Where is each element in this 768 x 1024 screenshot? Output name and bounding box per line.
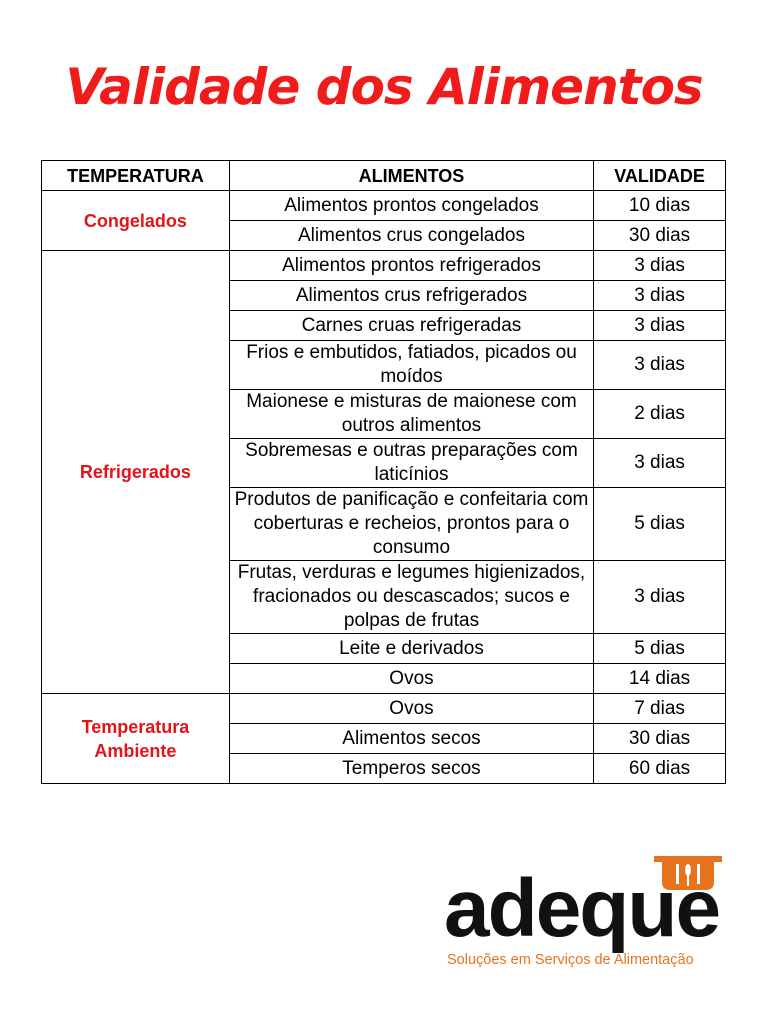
table-row: Sobremesas e outras preparações com lati… xyxy=(42,438,726,488)
column-header: ALIMENTOS xyxy=(228,160,595,191)
validity-cell: 3 dias xyxy=(593,280,726,311)
food-cell: Carnes cruas refrigeradas xyxy=(228,310,595,341)
food-cell: Temperos secos xyxy=(228,753,595,784)
logo-name: adeque xyxy=(444,863,721,954)
title: Validade dos Alimentos xyxy=(65,58,703,116)
logo-tagline: Soluções em Serviços de Alimentação xyxy=(447,952,694,968)
food-cell: Alimentos crus congelados xyxy=(228,220,595,251)
validity-cell: 2 dias xyxy=(593,389,726,439)
validity-cell: 3 dias xyxy=(593,560,726,634)
food-cell: Ovos xyxy=(228,663,595,694)
category-cell: Refrigerados xyxy=(41,250,230,694)
validity-cell: 3 dias xyxy=(593,250,726,281)
validity-cell: 60 dias xyxy=(593,753,726,784)
validity-cell: 5 dias xyxy=(593,487,726,561)
table-row: Temperatura Ambiente Ovos 7 dias xyxy=(41,693,726,784)
food-cell: Alimentos secos xyxy=(228,723,595,754)
food-cell: Alimentos crus refrigerados xyxy=(228,280,595,311)
food-cell: Frutas, verduras e legumes higienizados,… xyxy=(228,560,595,634)
validity-cell: 30 dias xyxy=(593,220,726,251)
food-cell: Sobremesas e outras preparações com lati… xyxy=(228,438,595,488)
food-cell: Alimentos prontos congelados xyxy=(228,190,595,221)
table-row: Temperos secos 60 dias xyxy=(42,753,726,784)
table-row: Frutas, verduras e legumes higienizados,… xyxy=(42,560,726,634)
logo-icon xyxy=(654,856,722,890)
table-row: Ovos 14 dias xyxy=(42,663,726,694)
column-header: VALIDADE xyxy=(593,160,726,191)
validity-cell: 14 dias xyxy=(593,663,726,694)
table-row: Refrigerados Alimentos prontos refrigerad… xyxy=(41,250,726,694)
validity-cell: 7 dias xyxy=(593,693,726,724)
validity-cell: 3 dias xyxy=(593,340,726,390)
table-row: Produtos de panificação e confeitaria co… xyxy=(42,487,726,561)
food-cell: Maionese e misturas de maionese com outr… xyxy=(228,389,595,439)
category-cell: Temperatura Ambiente xyxy=(41,693,230,784)
column-header: TEMPERATURA xyxy=(41,160,230,191)
food-cell: Produtos de panificação e confeitaria co… xyxy=(228,487,595,561)
validity-table: TEMPERATURA ALIMENTOS VALIDADE Congelados A… xyxy=(41,160,726,784)
food-cell: Alimentos prontos refrigerados xyxy=(228,250,595,281)
validity-cell: 5 dias xyxy=(593,633,726,664)
header-row: TEMPERATURA ALIMENTOS VALIDADE xyxy=(41,160,726,191)
table-row: Congelados Alimentos prontos congelados 10… xyxy=(41,190,726,251)
food-cell: Leite e derivados xyxy=(228,633,595,664)
validity-cell: 30 dias xyxy=(593,723,726,754)
food-cell: Frios e embutidos, fatiados, picados ou … xyxy=(228,340,595,390)
table-row: Alimentos crus congelados 30 dias xyxy=(42,220,726,251)
table-row: Frios e embutidos, fatiados, picados ou … xyxy=(42,340,726,390)
validity-cell: 3 dias xyxy=(593,438,726,488)
food-cell: Ovos xyxy=(228,693,595,724)
validity-cell: 3 dias xyxy=(593,310,726,341)
validity-cell: 10 dias xyxy=(593,190,726,221)
category-cell: Congelados xyxy=(41,190,230,251)
table-row: Carnes cruas refrigeradas 3 dias xyxy=(42,310,726,341)
